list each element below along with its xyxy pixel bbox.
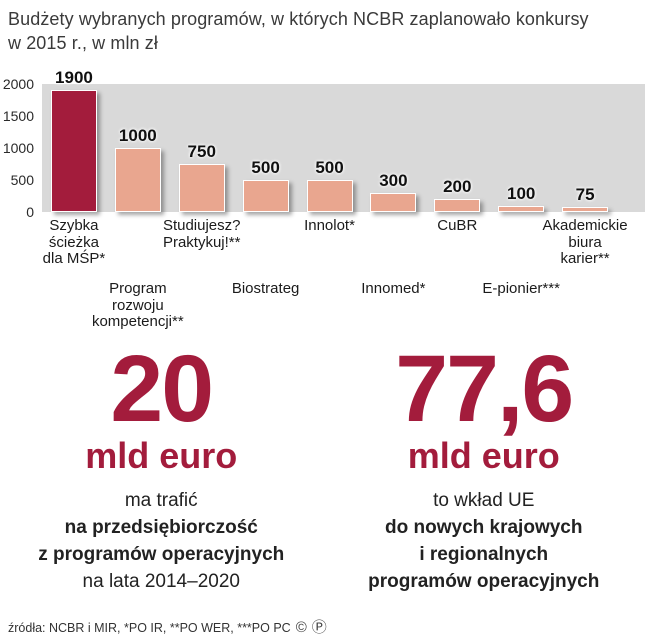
- y-tick-label: 1500: [2, 108, 34, 124]
- bar: [178, 164, 225, 212]
- bar-value-label: 500: [251, 158, 280, 177]
- bar: [306, 180, 353, 212]
- y-tick-label: 0: [26, 204, 34, 220]
- bar: [370, 192, 417, 212]
- bar: [114, 148, 161, 212]
- bar-category-label: Akademickie biura karier**: [542, 217, 628, 267]
- bar-value-label: 500: [315, 158, 344, 177]
- bar: [50, 90, 97, 212]
- bar-category-label: Innomed*: [361, 280, 426, 297]
- bar-value-label: 200: [443, 177, 472, 197]
- bar-slot: 750: [170, 60, 234, 212]
- bar: [434, 199, 481, 212]
- stat-unit: mld euro: [407, 435, 560, 477]
- bar-slot: 1900: [42, 60, 106, 212]
- stat-block-right: 77,6 mld euro to wkład UE do nowych kraj…: [323, 336, 645, 595]
- bar-value-label: 1900: [55, 68, 93, 88]
- public-mark-icon: Ⓟ: [311, 619, 327, 636]
- stat-number: 77,6: [395, 336, 574, 442]
- stat-number: 20: [110, 336, 214, 442]
- bar-value-label: 750: [187, 142, 216, 161]
- stats-section: 20 mld euro ma trafić na przedsiębiorczo…: [0, 336, 645, 595]
- bar: [498, 205, 545, 212]
- bar-category-label: CuBR: [437, 217, 478, 234]
- chart-title-line2: w 2015 r., w mln zł: [8, 33, 158, 53]
- y-axis: 2000 1500 1000 500 0: [0, 76, 37, 220]
- stat-line: na przedsiębiorczość: [64, 517, 258, 539]
- bar-category-label: Szybka ścieżka dla MŚP*: [42, 217, 106, 267]
- bar-value-label: 75: [575, 185, 595, 205]
- bar-slot: 500: [298, 60, 362, 212]
- y-tick-label: 1000: [2, 140, 34, 156]
- bar-slot: 1000: [106, 60, 170, 212]
- bar: [242, 180, 289, 212]
- bar-category-label: E-pionier***: [482, 280, 560, 297]
- y-tick-label: 500: [10, 172, 34, 188]
- bar-value-label: 300: [379, 170, 408, 190]
- bar-value-label: 1000: [118, 126, 157, 145]
- bar-slot: 100: [489, 60, 553, 212]
- stat-line: do nowych krajowych: [385, 517, 583, 539]
- source-text: źródła: NCBR i MIR, *PO IR, **PO WER, **…: [8, 620, 291, 635]
- bar-category-label: Innolot*: [304, 217, 355, 234]
- bar-category-label: Program rozwoju kompetencji**: [91, 280, 184, 330]
- copyright-icon: ©: [295, 619, 307, 636]
- bar-slot: 75: [553, 60, 617, 212]
- bar-category-label: Studiujesz? Praktykuj!**: [162, 217, 241, 251]
- bars-container: 1900 1000 750 500 500 300 200 100 75: [42, 60, 617, 212]
- stat-unit: mld euro: [85, 435, 238, 477]
- stat-line: programów operacyjnych: [368, 571, 600, 593]
- bar-slot: 200: [425, 60, 489, 212]
- bar: [562, 207, 609, 212]
- footer: źródła: NCBR i MIR, *PO IR, **PO WER, **…: [8, 620, 327, 635]
- y-tick-label: 2000: [2, 76, 34, 92]
- bar-slot: 500: [234, 60, 298, 212]
- chart-title: Budżety wybranych programów, w których N…: [0, 0, 645, 55]
- bar-category-label: Biostrateg: [231, 280, 300, 297]
- stat-block-left: 20 mld euro ma trafić na przedsiębiorczo…: [0, 336, 323, 595]
- chart-title-line1: Budżety wybranych programów, w których N…: [8, 9, 589, 29]
- stat-line: na lata 2014–2020: [82, 571, 240, 593]
- x-axis-labels: Szybka ścieżka dla MŚP* Program rozwoju k…: [42, 212, 628, 332]
- bar-value-label: 100: [506, 183, 536, 203]
- stat-line: to wkład UE: [433, 490, 535, 512]
- stat-line: z programów operacyjnych: [38, 544, 285, 566]
- stat-line: ma trafić: [124, 490, 198, 512]
- bar-chart: 2000 1500 1000 500 0 1900 1000 750 500 500 300 200…: [0, 60, 645, 220]
- stat-line: i regionalnych: [419, 544, 549, 566]
- bar-slot: 300: [361, 60, 425, 212]
